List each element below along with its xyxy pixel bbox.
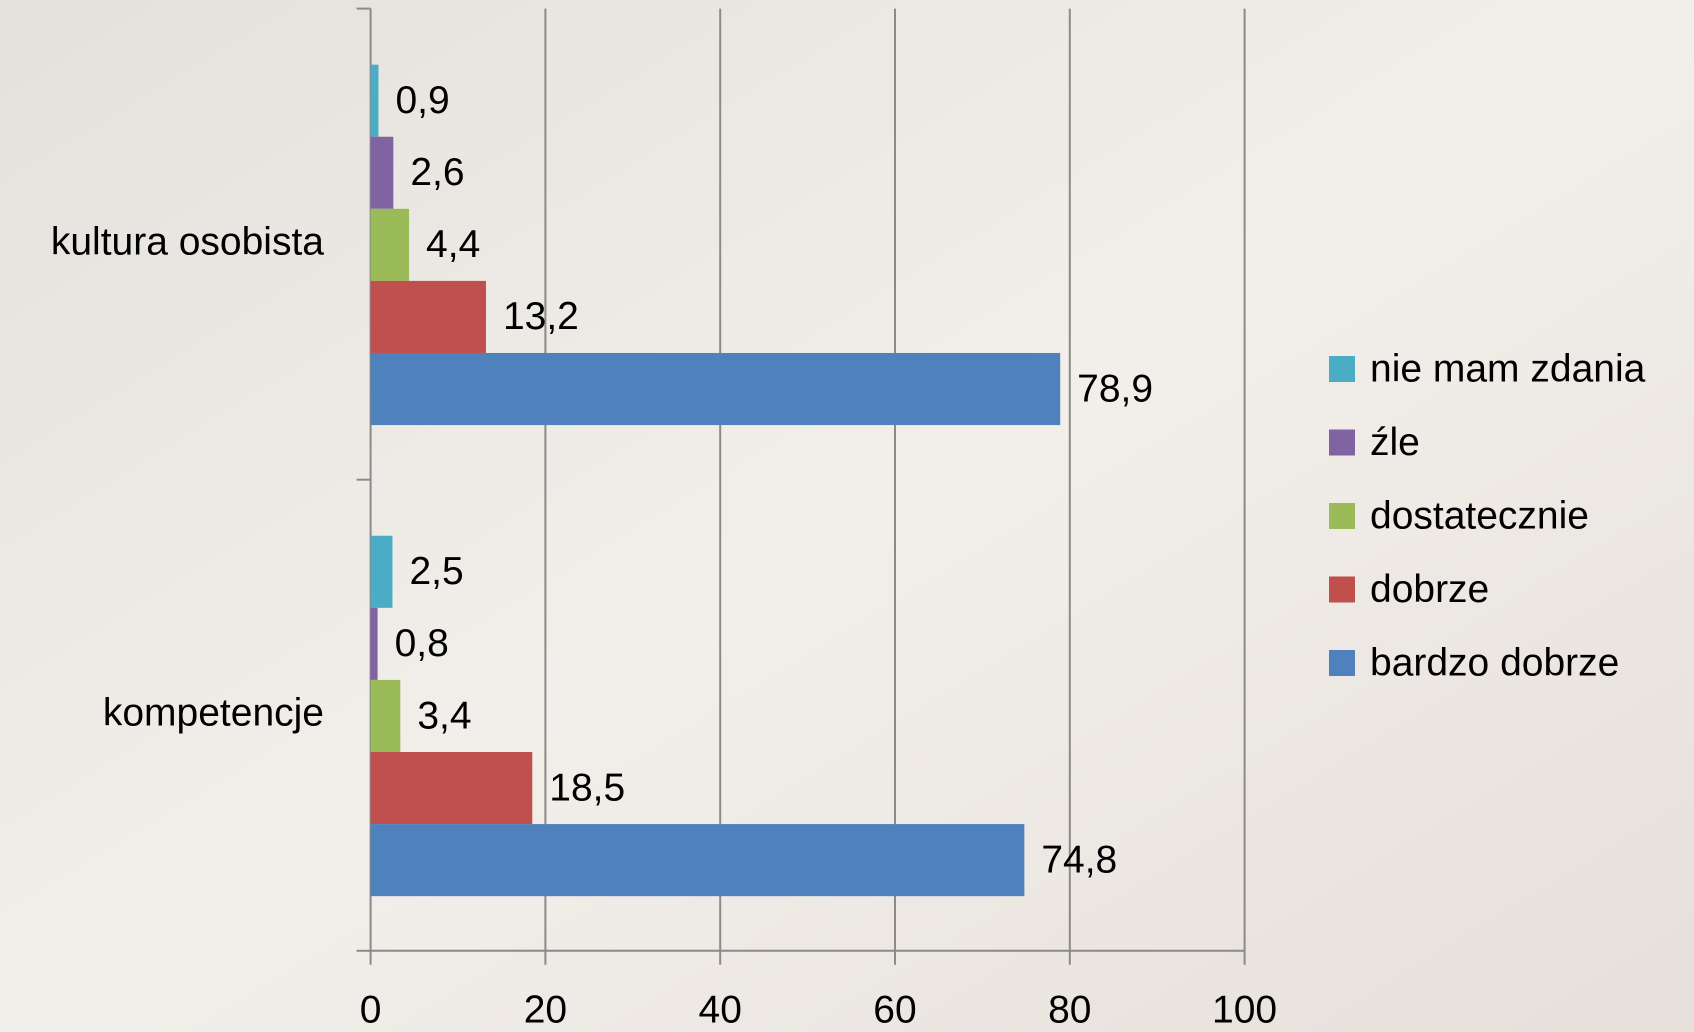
bar <box>370 280 486 353</box>
legend-label: bardzo dobrze <box>1370 641 1619 684</box>
value-label: 18,5 <box>549 766 625 809</box>
value-label: 13,2 <box>503 295 579 338</box>
bar <box>370 208 410 281</box>
value-label: 0,8 <box>395 622 449 665</box>
value-label: 3,4 <box>417 694 471 737</box>
bar <box>370 535 393 608</box>
legend-label: dobrze <box>1370 568 1489 611</box>
value-label: 2,6 <box>410 151 464 194</box>
legend-swatch <box>1329 429 1355 456</box>
legend-swatch <box>1329 503 1355 529</box>
legend-swatch <box>1329 356 1355 382</box>
x-tick-label: 40 <box>699 988 742 1031</box>
value-label: 2,5 <box>409 550 463 593</box>
x-tick-label: 100 <box>1212 988 1277 1031</box>
legend-label: źle <box>1370 421 1420 464</box>
value-label: 0,9 <box>395 79 449 122</box>
legend-swatch <box>1329 576 1355 603</box>
bar <box>370 679 401 752</box>
x-tick-label: 20 <box>524 988 567 1031</box>
bar <box>370 607 378 680</box>
legend-swatch <box>1329 650 1355 676</box>
value-label: 74,8 <box>1041 838 1117 881</box>
bar <box>370 824 1025 897</box>
bar <box>370 751 533 825</box>
x-tick-label: 0 <box>360 988 382 1031</box>
bar <box>370 352 1061 426</box>
bar <box>370 64 379 137</box>
value-label: 4,4 <box>426 223 480 266</box>
bar <box>370 136 394 209</box>
x-tick-label: 80 <box>1048 988 1091 1031</box>
x-tick-label: 60 <box>873 988 916 1031</box>
category-label: kultura osobista <box>51 220 324 263</box>
category-label: kompetencje <box>103 692 324 735</box>
value-label: 78,9 <box>1077 367 1153 410</box>
legend-label: nie mam zdania <box>1370 347 1646 390</box>
legend-label: dostatecznie <box>1370 494 1589 537</box>
